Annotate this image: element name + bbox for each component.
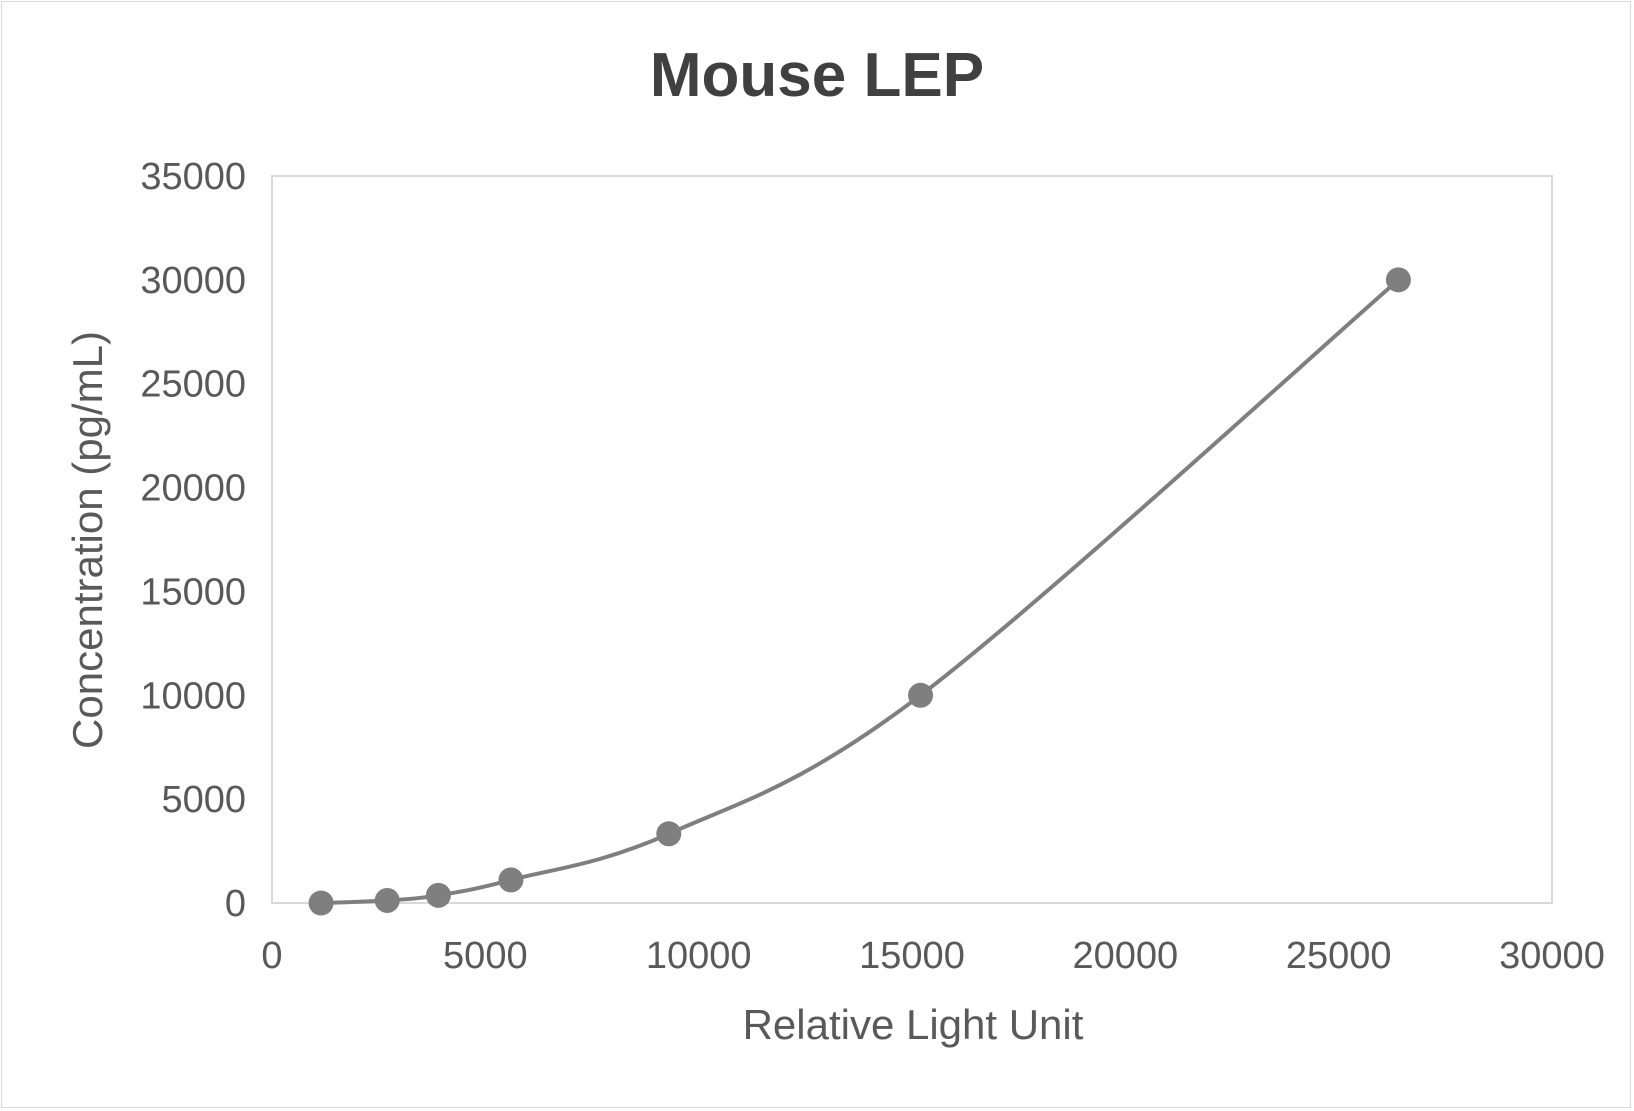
chart-title: Mouse LEP: [650, 41, 984, 110]
y-tick-label: 10000: [140, 675, 246, 717]
x-tick-label: 0: [261, 935, 282, 977]
x-tick-label: 5000: [443, 935, 528, 977]
y-tick-label: 20000: [140, 468, 246, 510]
x-tick-label: 25000: [1286, 935, 1392, 977]
series-line: [320, 278, 1400, 905]
data-point: [498, 867, 524, 893]
data-point: [908, 682, 934, 708]
x-tick-label: 30000: [1499, 935, 1605, 977]
plot-area: [271, 175, 1553, 904]
data-point: [374, 887, 400, 913]
data-point: [308, 890, 334, 916]
x-tick-label: 20000: [1072, 935, 1178, 977]
y-tick-label: 30000: [140, 260, 246, 302]
data-point: [656, 821, 682, 847]
y-tick-label: 25000: [140, 364, 246, 406]
y-tick-label: 35000: [140, 156, 246, 198]
data-point: [425, 882, 451, 908]
x-tick-label: 10000: [646, 935, 752, 977]
x-tick-label: 15000: [859, 935, 965, 977]
y-tick-label: 5000: [161, 779, 246, 821]
data-point: [1385, 267, 1411, 293]
x-axis-label: Relative Light Unit: [743, 1001, 1084, 1048]
y-tick-label: 0: [225, 883, 246, 925]
y-axis-label: Concentration (pg/mL): [64, 331, 111, 749]
y-tick-label: 15000: [140, 571, 246, 613]
